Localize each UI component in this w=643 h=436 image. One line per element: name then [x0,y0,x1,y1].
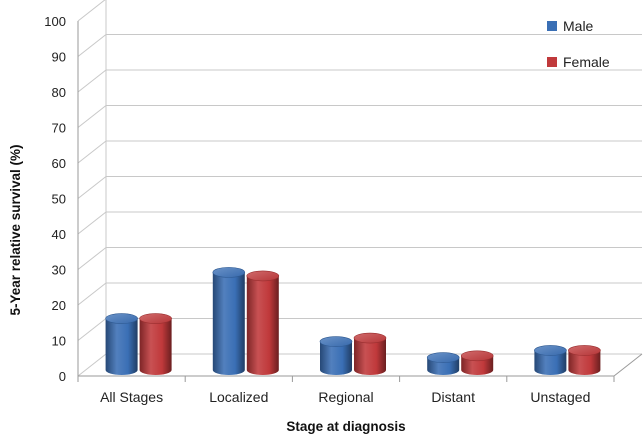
gridline [77,176,642,199]
floor-right-edge [613,353,643,377]
gridline [77,247,642,270]
x-tick-label: Unstaged [530,389,590,405]
tick-labels: 0 10 20 30 40 50 60 70 80 90 100 All Stages Localize… [44,14,590,405]
y-tick-label: 60 [52,156,66,171]
legend-swatch [547,21,557,31]
gridline [77,69,642,93]
legend-label: Male [563,18,594,34]
gridline [77,282,642,306]
y-tick-label: 40 [52,227,66,242]
y-tick-label: 80 [52,85,66,100]
bar-female-regional [353,332,387,375]
gridlines [77,0,642,377]
bar-male-all-stages [105,313,138,375]
y-tick-label: 100 [44,14,66,29]
bar-female-unstaged [568,345,601,375]
bar-male-distant [426,352,460,375]
y-tick-label: 50 [52,192,66,207]
y-tick-label: 20 [52,298,66,313]
bar-female-localized [246,270,280,375]
axes [77,0,643,382]
legend-item-female: Female [547,54,610,70]
gridline [77,34,642,57]
gridline [77,318,642,341]
bar-male-regional [319,336,353,375]
legend-swatch [547,57,557,67]
y-tick-label: 0 [59,369,66,384]
y-axis-title: 5-Year relative survival (%) [8,144,23,315]
gridline [77,0,106,22]
bar-female-all-stages [139,313,172,375]
bar-male-unstaged [534,345,567,375]
y-tick-label: 30 [52,263,66,278]
x-axis-title: Stage at diagnosis [286,419,405,434]
y-tick-label: 10 [52,334,66,349]
legend-item-male: Male [547,18,594,34]
y-tick-label: 70 [52,121,66,136]
bars [105,267,601,375]
x-tick-label: All Stages [100,389,163,405]
y-tick-label: 90 [52,50,66,65]
x-tick-label: Distant [431,389,475,405]
bar-female-distant [460,350,494,375]
bar-male-localized [212,267,246,375]
x-tick-label: Localized [209,389,268,405]
legend: Male Female [547,18,610,70]
x-tick-label: Regional [318,389,373,405]
legend-label: Female [563,54,610,70]
gridline [77,105,642,128]
gridline [77,140,642,164]
gridline [77,211,642,235]
